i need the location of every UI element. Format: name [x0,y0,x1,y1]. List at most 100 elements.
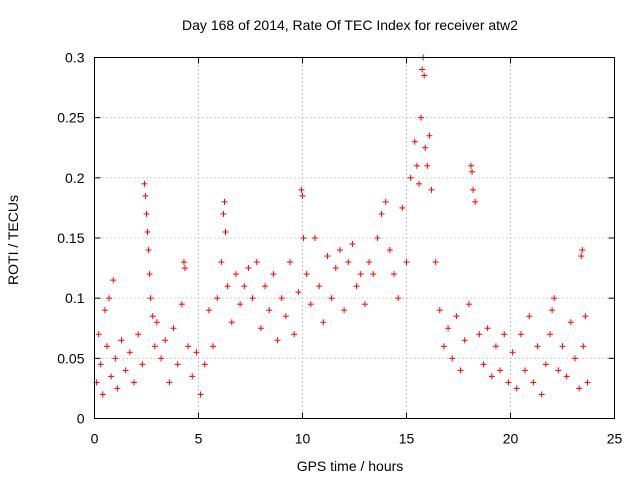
data-point [432,259,439,266]
data-point [147,295,154,302]
y-tick-label: 0.15 [57,230,84,246]
data-point [399,204,406,211]
data-point [166,379,173,386]
data-point [291,331,298,338]
data-point [476,331,483,338]
grid-lines [94,57,615,419]
data-point [214,295,221,302]
data-point [467,162,474,169]
data-point [415,180,422,187]
data-point [517,331,524,338]
data-point [299,192,306,199]
data-point [584,379,591,386]
x-axis-label: GPS time / hours [297,458,404,474]
data-point [578,253,585,260]
y-tick-label: 0.05 [57,350,84,366]
data-point [422,144,429,151]
data-point [108,373,115,380]
data-point [245,265,252,272]
data-point [582,313,589,320]
data-point [391,271,398,278]
data-point [576,385,583,392]
data-point [110,277,117,284]
data-point [295,289,302,296]
data-point [145,247,152,254]
data-point [336,247,343,254]
data-point [178,301,185,308]
data-point [374,235,381,241]
data-point [222,228,229,235]
data-point [513,385,520,392]
data-point [421,72,428,79]
data-point [126,349,133,356]
data-point [366,259,373,266]
data-point [345,259,352,266]
data-point [549,307,556,314]
data-point [324,253,331,260]
data-point [488,373,495,380]
data-point [530,379,537,386]
data-point [353,283,360,290]
data-point [526,313,533,320]
data-point [534,343,541,350]
y-tick-label: 0.1 [65,290,85,306]
data-point [461,337,468,344]
data-point [470,186,477,193]
data-point [270,271,277,278]
data-point [555,367,562,374]
data-point [542,361,549,368]
data-point [139,361,146,368]
data-point [551,295,558,302]
data-point [413,162,420,169]
data-points [93,54,591,398]
x-tick-label: 10 [295,431,311,447]
data-point [174,361,181,368]
data-point [426,132,433,139]
data-point [193,349,200,356]
data-point [411,138,418,145]
data-point [453,313,460,320]
data-point [563,373,570,380]
data-point [162,337,169,344]
data-point [158,355,165,362]
data-point [428,186,435,193]
data-point [278,295,285,302]
x-tick-label: 20 [503,431,519,447]
data-point [218,259,225,266]
data-point [509,349,516,356]
data-point [407,174,414,181]
data-point [472,198,479,205]
data-point [135,331,142,338]
data-point [249,295,256,302]
data-point [492,343,499,350]
data-point [153,319,160,326]
data-point [189,373,196,380]
data-point [298,186,305,193]
data-point [266,307,273,314]
data-point [378,210,385,217]
data-point [241,283,248,290]
data-point [97,361,104,368]
data-point [131,379,138,386]
data-point [181,265,188,272]
data-point [403,259,410,266]
data-point [480,361,487,368]
data-point [101,307,108,314]
data-point [303,271,310,278]
data-point [106,295,113,302]
data-point [307,301,314,308]
data-point [457,367,464,374]
data-point [112,355,119,362]
data-point [300,235,307,241]
data-point [149,313,156,320]
data-point [253,259,260,266]
data-point [580,343,587,350]
data-point [287,259,294,266]
data-point [418,114,425,121]
data-point [332,265,339,272]
data-point [197,391,204,398]
axis-ticks: 0 5 10 15 20 25 0 0.05 0.1 0.15 0.2 0.25 0.3 [57,50,622,447]
data-point [316,283,323,290]
x-tick-label: 25 [607,431,623,447]
